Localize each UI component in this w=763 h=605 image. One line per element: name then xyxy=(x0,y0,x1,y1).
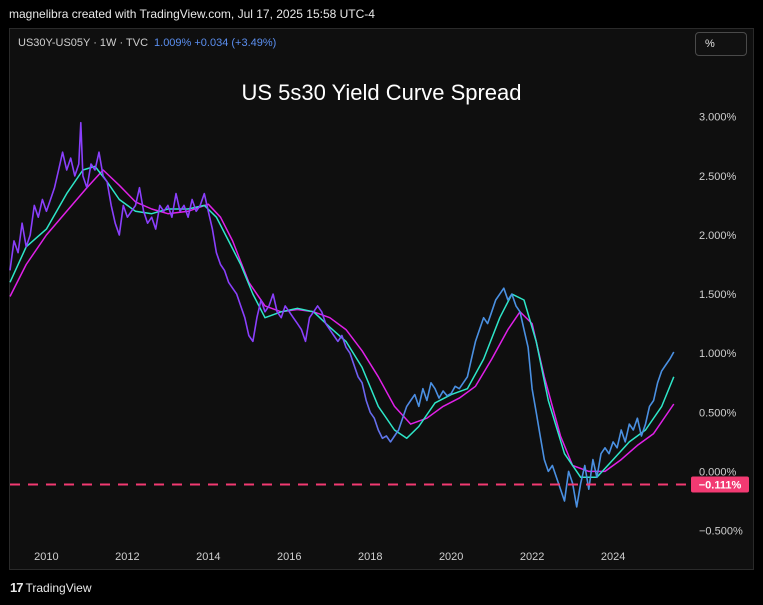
y-tick-label: 3.000% xyxy=(699,112,737,124)
x-tick-label: 2020 xyxy=(439,551,463,563)
x-tick-label: 2022 xyxy=(520,551,544,563)
x-tick-label: 2012 xyxy=(115,551,139,563)
x-tick-label: 2016 xyxy=(277,551,301,563)
fast-ma-line xyxy=(9,165,675,479)
chart-title: US 5s30 Yield Curve Spread xyxy=(241,80,522,105)
percent-scale-button[interactable]: % xyxy=(695,32,747,56)
y-tick-label: 1.500% xyxy=(699,289,737,301)
x-tick-label: 2018 xyxy=(358,551,382,563)
attribution-bar: magnelibra created with TradingView.com,… xyxy=(0,0,763,28)
attribution-text: magnelibra created with TradingView.com,… xyxy=(9,7,375,21)
x-tick-label: 2010 xyxy=(34,551,58,563)
symbol-legend[interactable]: US30Y-US05Y · 1W · TVC 1.009% +0.034 (+3.… xyxy=(18,37,276,49)
logo-text: TradingView xyxy=(25,581,92,595)
y-tick-label: 0.500% xyxy=(699,407,737,419)
y-tick-label: −0.500% xyxy=(699,526,743,538)
chart-panel[interactable] xyxy=(9,28,754,570)
y-tick-label: 2.000% xyxy=(699,230,737,242)
x-tick-label: 2024 xyxy=(601,551,625,563)
tradingview-logo-icon: 17 xyxy=(10,580,24,595)
level-price-tag xyxy=(691,476,749,493)
footer-bar xyxy=(0,570,763,605)
slow-ma-line xyxy=(9,169,675,473)
level-price-label: −0.111% xyxy=(699,480,742,492)
symbol-label: US30Y-US05Y · 1W · TVC xyxy=(18,37,149,49)
y-tick-label: 1.000% xyxy=(699,348,737,360)
price-series-line xyxy=(9,121,675,508)
x-tick-label: 2014 xyxy=(196,551,220,563)
y-tick-label: 2.500% xyxy=(699,171,737,183)
tradingview-logo[interactable]: 17 TradingView xyxy=(10,580,92,595)
symbol-value: 1.009% +0.034 (+3.49%) xyxy=(154,37,277,49)
y-tick-label: 0.000% xyxy=(699,466,737,478)
